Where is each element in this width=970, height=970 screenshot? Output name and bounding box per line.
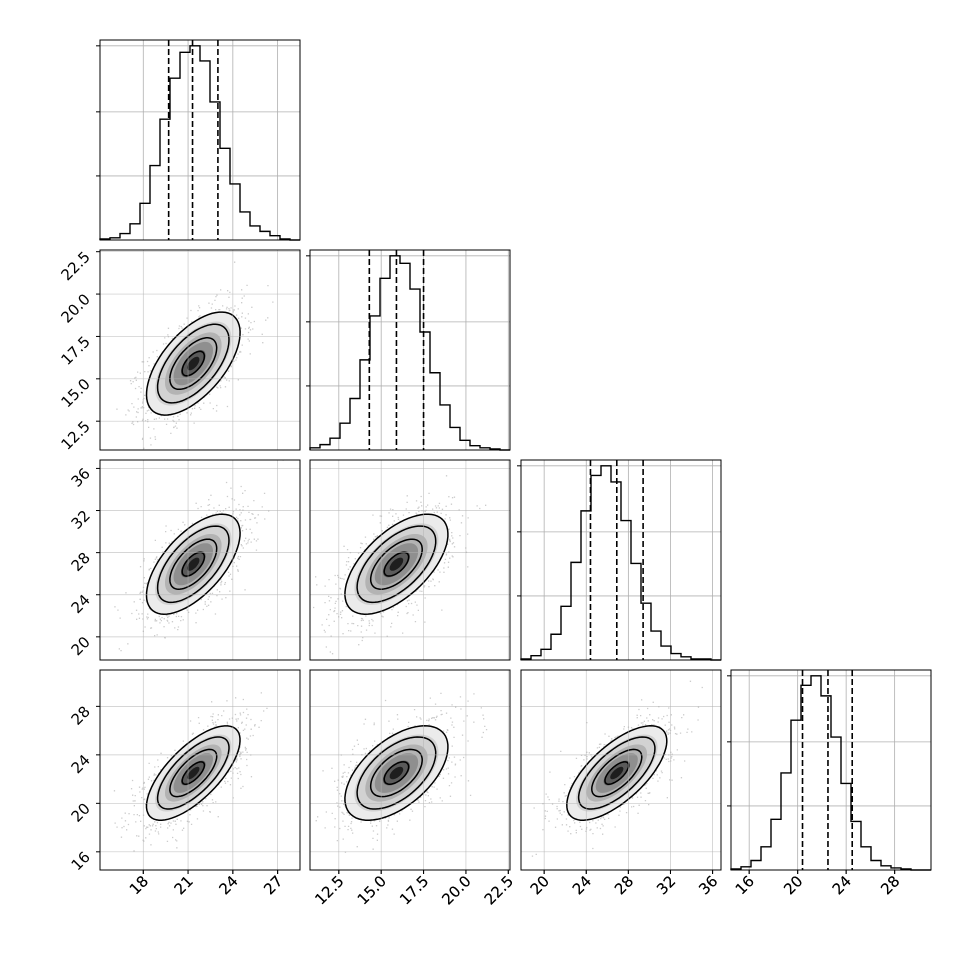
contour-0 <box>344 725 449 821</box>
x-tick-label: 24 <box>829 872 855 898</box>
x-tick-label: 36 <box>695 872 721 898</box>
panel-frame <box>99 249 301 451</box>
y-tick-label: 22.5 <box>57 248 93 284</box>
x-tick-label: 20 <box>527 872 553 898</box>
x-tick-label: 24 <box>215 872 241 898</box>
contour-1 <box>356 736 437 810</box>
histogram-panel-1 <box>306 249 511 451</box>
x-tick-label: 20.0 <box>438 872 474 908</box>
contour-0 <box>145 725 241 821</box>
contour-1 <box>356 525 437 604</box>
x-tick-label: 20 <box>780 872 806 898</box>
y-tick-label: 20 <box>68 799 94 825</box>
panel-frame <box>520 459 722 661</box>
joint-panel-3-0 <box>99 669 301 871</box>
contour-2 <box>369 538 423 590</box>
x-tick-labels: 18 21 24 27 12.5 15.0 17.5 20.0 22.5 20 24 28 32 36 16… <box>126 870 903 908</box>
contour-3 <box>181 761 206 785</box>
contour-3 <box>383 761 410 785</box>
y-tick-label: 20 <box>68 633 94 659</box>
x-tick-label: 27 <box>260 872 286 898</box>
density-shade-5 <box>389 557 404 571</box>
contour-2 <box>169 748 218 798</box>
x-tick-label: 28 <box>611 872 637 898</box>
x-tick-label: 17.5 <box>396 872 432 908</box>
density-shade-5 <box>187 356 200 371</box>
scatter-points <box>313 475 487 655</box>
y-tick-label: 32 <box>68 507 94 533</box>
density-shade-5 <box>187 766 200 780</box>
panel-frame <box>99 459 301 661</box>
panel-frame <box>309 249 511 451</box>
panel-frame <box>520 669 722 871</box>
scatter-points <box>113 692 268 852</box>
y-tick-label: 36 <box>68 465 94 491</box>
contour-0 <box>145 311 241 416</box>
y-tick-label: 17.5 <box>57 333 93 369</box>
contour-0 <box>344 513 449 615</box>
x-tick-label: 24 <box>569 872 595 898</box>
contour-2 <box>169 337 218 391</box>
y-tick-label: 28 <box>68 549 94 575</box>
contour-1 <box>156 736 230 810</box>
joint-panel-1-0 <box>99 249 301 451</box>
panel-frame <box>309 669 511 871</box>
y-tick-label: 28 <box>68 702 94 728</box>
contour-3 <box>604 761 630 785</box>
contour-2 <box>369 748 423 798</box>
histogram-step-3 <box>730 675 931 871</box>
panel-frame <box>309 459 511 661</box>
histogram-step-0 <box>99 45 300 241</box>
y-tick-label: 24 <box>68 751 94 777</box>
x-tick-label: 28 <box>877 872 903 898</box>
contour-0 <box>566 725 668 821</box>
contour-1 <box>156 323 230 404</box>
contour-2 <box>169 538 218 590</box>
x-tick-label: 12.5 <box>311 872 347 908</box>
density-shade-5 <box>610 766 624 780</box>
joint-panel-3-2 <box>520 669 722 871</box>
y-tick-label: 20.0 <box>57 290 93 326</box>
x-tick-label: 21 <box>171 872 197 898</box>
y-tick-label: 16 <box>68 848 94 874</box>
joint-panel-2-1 <box>309 459 511 661</box>
panel-background <box>100 40 300 240</box>
panel-frame <box>730 669 932 871</box>
contour-0 <box>145 513 241 615</box>
panel-frame <box>99 669 301 871</box>
contour-1 <box>577 736 656 810</box>
y-tick-label: 12.5 <box>57 417 93 453</box>
histogram-panel-0 <box>96 39 301 241</box>
joint-panel-2-0 <box>99 459 301 661</box>
contour-2 <box>591 748 643 798</box>
joint-panel-3-1 <box>309 669 511 871</box>
x-tick-label: 32 <box>653 872 679 898</box>
x-tick-label: 22.5 <box>481 872 517 908</box>
scatter-points <box>315 692 488 853</box>
x-tick-label: 15.0 <box>354 872 390 908</box>
contour-1 <box>156 525 230 604</box>
histogram-step-1 <box>309 255 510 451</box>
contour-3 <box>181 350 206 377</box>
density-shade-5 <box>187 557 200 571</box>
histogram-panel-3 <box>727 669 932 871</box>
contour-3 <box>383 551 410 577</box>
y-tick-label: 24 <box>68 591 94 617</box>
density-shade-5 <box>389 766 404 780</box>
contour-3 <box>181 551 206 577</box>
x-tick-label: 16 <box>732 872 758 898</box>
x-tick-label: 18 <box>126 872 152 898</box>
panel-frame <box>99 39 301 241</box>
y-tick-label: 15.0 <box>57 375 93 411</box>
histogram-panel-2 <box>517 459 722 661</box>
